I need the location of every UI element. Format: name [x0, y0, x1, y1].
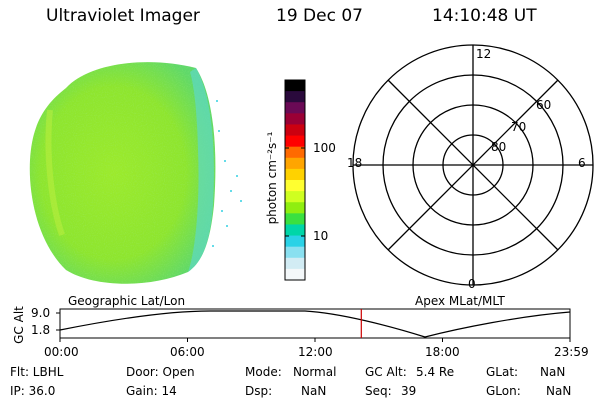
- time-tick-0000: 00:00: [44, 345, 79, 359]
- mode-value: Normal: [293, 365, 337, 379]
- lat-label-80: 80: [491, 140, 507, 154]
- dsp-value: NaN: [301, 384, 327, 398]
- timeline-ticks: [56, 312, 571, 342]
- colorbar-band: [285, 80, 305, 92]
- gc-alt-value: 5.4 Re: [416, 365, 455, 379]
- colorbar-band: [285, 157, 305, 170]
- colorbar-band: [285, 224, 305, 237]
- colorbar-band: [285, 213, 305, 226]
- instrument-title: Ultraviolet Imager: [46, 6, 200, 26]
- mlt-label-12: 12: [476, 47, 492, 61]
- colorbar-frame: [284, 79, 306, 281]
- colorbar-label-100: 100: [313, 141, 336, 155]
- gc-alt-axis-label: GC Alt: [12, 306, 26, 344]
- lat-label-70: 70: [511, 120, 527, 134]
- polar-diagonal-2: [387, 79, 559, 251]
- colorbar-band: [285, 180, 305, 192]
- glon-label: GLon:: [486, 384, 521, 398]
- colorbar-band: [285, 102, 305, 114]
- gc-alt-label: GC Alt:: [365, 365, 407, 379]
- mode-label: Mode:: [245, 365, 282, 379]
- colorbar: [285, 80, 305, 281]
- altitude-curve: [59, 310, 571, 338]
- mlt-label-6: 6: [578, 156, 586, 170]
- colorbar-band: [285, 124, 305, 137]
- y-tick-1-8: 1.8: [31, 323, 51, 337]
- glon-value: NaN: [546, 384, 572, 398]
- geographic-title: Geographic Lat/Lon: [68, 294, 186, 308]
- colorbar-band: [285, 257, 305, 270]
- time-tick-0600: 06:00: [170, 345, 205, 359]
- uv-image-disk: [29, 62, 242, 284]
- time-tick-1200: 12:00: [298, 345, 333, 359]
- colorbar-band: [285, 135, 305, 148]
- glat-value: NaN: [540, 365, 566, 379]
- date-label: 19 Dec 07: [276, 6, 363, 26]
- colorbar-band: [285, 202, 305, 214]
- colorbar-band: [285, 113, 305, 126]
- colorbar-band: [285, 168, 305, 181]
- colorbar-band: [285, 191, 305, 203]
- time-tick-2359: 23:59: [554, 345, 589, 359]
- colorbar-band: [285, 268, 305, 281]
- mlt-label-18: 18: [347, 156, 363, 170]
- lat-label-60: 60: [536, 98, 552, 112]
- colorbar-label-10: 10: [313, 229, 329, 243]
- seq-label: Seq:: [365, 384, 392, 398]
- seq-value: 39: [401, 384, 417, 398]
- colorbar-band: [285, 235, 305, 248]
- y-tick-9: 9.0: [31, 306, 51, 320]
- time-tick-1800: 18:00: [425, 345, 460, 359]
- colorbar-band: [285, 146, 305, 159]
- door-info: Door: Open: [126, 365, 195, 379]
- mlt-label-0: 0: [468, 277, 476, 291]
- glat-label: GLat:: [486, 365, 519, 379]
- colorbar-band: [285, 246, 305, 259]
- colorbar-unit-label: photon cm⁻²s⁻¹: [265, 131, 279, 225]
- filter-info: Flt: LBHL: [10, 365, 64, 379]
- apex-title: Apex MLat/MLT: [415, 294, 505, 308]
- gain-info: Gain: 14: [126, 384, 177, 398]
- time-label: 14:10:48 UT: [432, 6, 537, 26]
- ip-info: IP: 36.0: [10, 384, 56, 398]
- polar-plot: [352, 44, 594, 286]
- dsp-label: Dsp:: [245, 384, 273, 398]
- timeline-frame: [59, 308, 571, 339]
- colorbar-band: [285, 91, 305, 103]
